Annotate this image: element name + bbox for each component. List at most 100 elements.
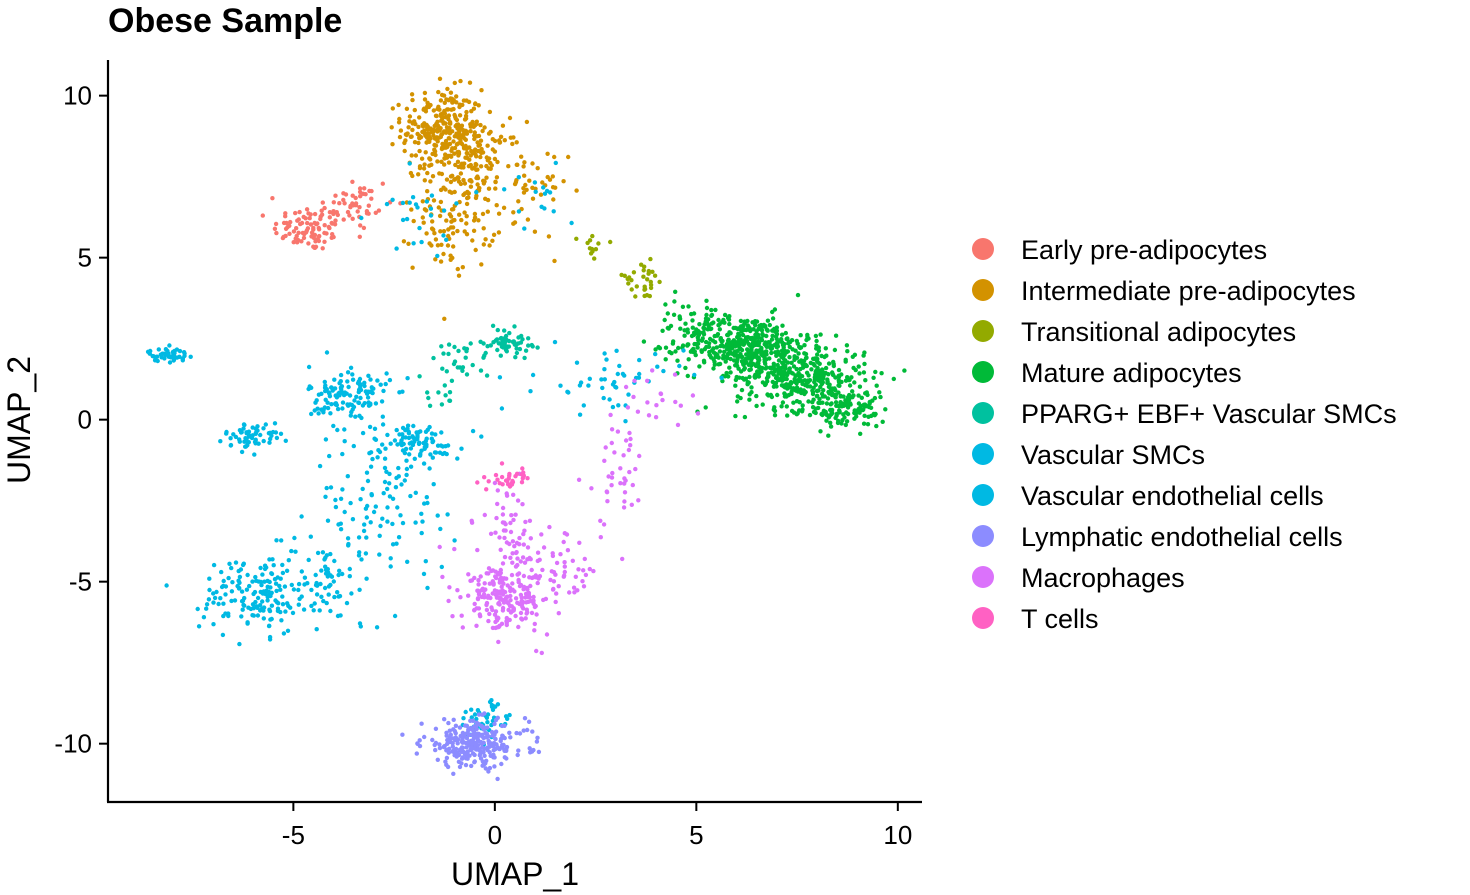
data-point bbox=[466, 727, 471, 732]
data-point bbox=[342, 509, 347, 515]
data-point bbox=[453, 723, 459, 728]
data-point bbox=[824, 401, 830, 406]
data-point bbox=[446, 113, 452, 118]
data-point bbox=[472, 211, 478, 217]
chart-title: Obese Sample bbox=[108, 2, 342, 40]
data-point bbox=[451, 106, 456, 112]
data-point bbox=[784, 382, 789, 387]
data-point bbox=[448, 90, 454, 95]
data-point bbox=[673, 349, 678, 354]
data-point bbox=[701, 330, 706, 335]
data-point bbox=[487, 581, 492, 586]
data-point bbox=[498, 567, 503, 573]
data-point bbox=[422, 734, 427, 740]
data-point bbox=[503, 595, 509, 601]
data-point bbox=[439, 242, 444, 247]
data-point bbox=[456, 164, 461, 170]
data-point bbox=[522, 528, 527, 533]
data-point bbox=[444, 730, 449, 735]
data-point bbox=[712, 362, 717, 367]
data-point bbox=[442, 156, 447, 161]
data-point bbox=[358, 223, 363, 228]
data-point bbox=[425, 170, 430, 176]
data-point bbox=[323, 494, 328, 499]
data-point bbox=[524, 611, 529, 616]
data-point bbox=[562, 564, 567, 569]
data-point bbox=[489, 698, 494, 703]
data-point bbox=[415, 205, 420, 210]
data-point bbox=[338, 521, 343, 526]
data-point bbox=[824, 353, 829, 358]
data-point bbox=[773, 350, 778, 355]
data-point bbox=[706, 323, 711, 329]
data-point bbox=[319, 212, 325, 217]
data-point bbox=[434, 135, 439, 140]
data-point bbox=[854, 414, 859, 419]
data-point bbox=[545, 151, 550, 156]
data-point bbox=[430, 129, 436, 135]
data-point bbox=[342, 439, 347, 444]
data-point bbox=[309, 385, 314, 390]
data-point bbox=[736, 331, 741, 336]
data-point bbox=[407, 452, 412, 457]
data-point bbox=[372, 426, 378, 431]
data-point bbox=[409, 134, 414, 139]
data-point bbox=[487, 611, 492, 617]
data-point bbox=[306, 241, 311, 246]
data-point bbox=[457, 113, 463, 118]
data-point bbox=[338, 379, 343, 384]
data-point bbox=[252, 439, 258, 445]
data-point bbox=[831, 393, 837, 398]
data-point bbox=[753, 354, 758, 359]
data-point bbox=[290, 610, 296, 616]
data-point bbox=[852, 380, 857, 385]
data-point bbox=[309, 234, 314, 239]
data-point bbox=[448, 257, 453, 262]
data-point bbox=[619, 272, 624, 278]
data-point bbox=[637, 357, 642, 363]
data-point bbox=[519, 595, 524, 600]
data-point bbox=[498, 353, 503, 358]
data-point bbox=[871, 411, 876, 417]
data-point bbox=[332, 222, 338, 227]
legend-label: Mature adipocytes bbox=[1021, 358, 1242, 388]
data-point bbox=[410, 440, 416, 445]
data-point bbox=[685, 343, 690, 348]
data-point bbox=[261, 616, 266, 621]
data-point bbox=[521, 587, 526, 592]
data-point bbox=[474, 606, 479, 611]
data-point bbox=[499, 584, 504, 589]
data-point bbox=[238, 567, 244, 572]
data-point bbox=[341, 217, 346, 222]
x-tick-label: 5 bbox=[689, 820, 703, 850]
series-3 bbox=[641, 289, 907, 438]
data-point bbox=[685, 327, 690, 332]
data-point bbox=[683, 365, 688, 371]
data-point bbox=[431, 133, 436, 138]
data-point bbox=[403, 435, 408, 440]
data-point bbox=[607, 397, 612, 402]
data-point bbox=[470, 727, 475, 732]
data-point bbox=[577, 412, 583, 417]
data-point bbox=[593, 247, 599, 252]
data-point bbox=[433, 237, 439, 242]
data-point bbox=[377, 552, 382, 557]
data-point bbox=[435, 129, 440, 134]
data-point bbox=[466, 164, 472, 169]
data-point bbox=[400, 200, 406, 206]
data-point bbox=[523, 348, 529, 353]
y-axis-label: UMAP_2 bbox=[1, 356, 37, 484]
data-point bbox=[335, 427, 340, 433]
data-point bbox=[268, 436, 273, 442]
data-point bbox=[303, 216, 308, 221]
data-point bbox=[784, 404, 789, 409]
data-point bbox=[805, 378, 811, 383]
data-point bbox=[510, 551, 515, 556]
data-point bbox=[461, 192, 466, 198]
data-point bbox=[340, 400, 346, 405]
data-point bbox=[676, 345, 681, 351]
data-point bbox=[496, 639, 501, 645]
data-point bbox=[359, 557, 364, 562]
data-point bbox=[470, 751, 476, 756]
data-point bbox=[419, 448, 424, 453]
